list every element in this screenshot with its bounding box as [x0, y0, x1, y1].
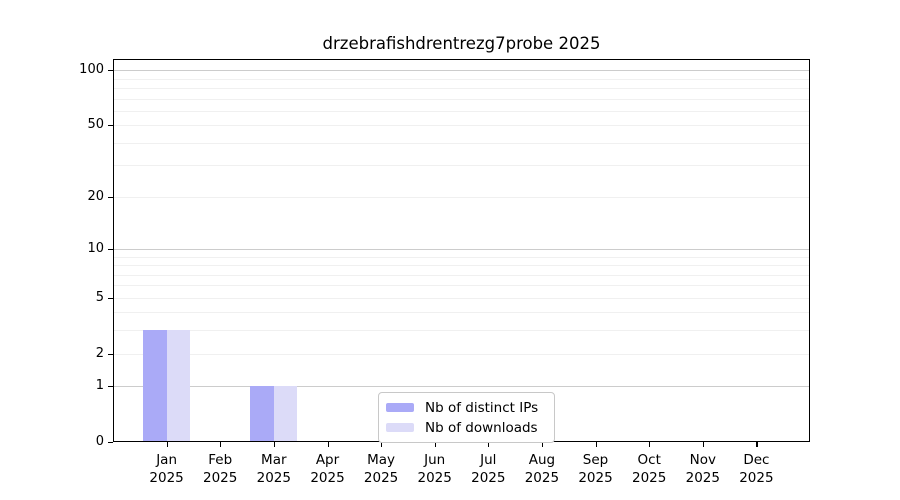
legend-entry-nb-of-downloads: Nb of downloads [386, 419, 546, 436]
gridline-minor [114, 78, 809, 80]
x-tick-label-jun: Jun 2025 [417, 452, 452, 486]
x-tick-mark [541, 442, 544, 447]
y-tick-label: 100 [79, 62, 104, 78]
gridline-major [114, 386, 809, 388]
x-tick-mark [434, 442, 436, 447]
legend-swatch-icon [386, 403, 414, 412]
y-tick-label: 5 [95, 289, 104, 305]
x-tick-mark [381, 442, 383, 447]
gridline-minor [114, 353, 809, 355]
gridline-minor [114, 297, 809, 299]
y-tick-label: 50 [87, 117, 104, 133]
x-tick-mark [273, 442, 275, 447]
x-tick-mark [702, 442, 704, 447]
legend: Nb of distinct IPs Nb of downloads [378, 392, 555, 443]
y-tick-mark [108, 248, 113, 250]
x-tick-mark [220, 442, 222, 447]
plot-area-border [113, 59, 810, 442]
x-tick-mark [756, 442, 758, 447]
y-tick-label: 0 [95, 434, 104, 449]
x-tick-label-jul: Jul 2025 [471, 452, 506, 486]
x-tick-mark [166, 442, 168, 447]
gridline-minor [114, 285, 809, 287]
bar-nb-of-distinct-ips-mar [250, 386, 274, 442]
y-tick-mark [108, 297, 113, 299]
gridline-major [114, 70, 809, 72]
y-tick-mark [108, 196, 113, 198]
gridline-minor [114, 196, 809, 198]
x-tick-mark [327, 442, 329, 447]
x-tick-label-dec: Dec 2025 [739, 452, 774, 486]
gridline-minor [114, 256, 809, 258]
gridline-major [114, 248, 809, 250]
gridline-minor [114, 274, 809, 276]
y-tick-label: 1 [95, 378, 104, 394]
gridline-minor [114, 98, 809, 100]
x-tick-label-apr: Apr 2025 [310, 452, 345, 486]
y-tick-mark [108, 386, 113, 388]
y-tick-label: 10 [87, 240, 104, 256]
gridline-minor [114, 265, 809, 266]
x-tick-mark [488, 442, 490, 447]
x-tick-mark [649, 442, 651, 447]
x-tick-label-may: May 2025 [363, 452, 399, 486]
x-tick-label-feb: Feb 2025 [203, 452, 238, 486]
bar-nb-of-downloads-jan [166, 330, 191, 442]
chart-title: drzebrafishdrentrezg7probe 2025 [322, 34, 601, 53]
gridline-minor [114, 312, 809, 314]
x-tick-label-nov: Nov 2025 [685, 452, 720, 486]
x-tick-label-oct: Oct 2025 [632, 452, 667, 486]
gridline-minor [114, 125, 809, 127]
y-tick-mark [108, 442, 113, 444]
y-tick-mark [108, 353, 113, 355]
bar-nb-of-distinct-ips-jan [143, 330, 167, 442]
legend-label: Nb of distinct IPs [425, 399, 539, 416]
bar-nb-of-downloads-mar [273, 386, 298, 442]
gridline-minor [114, 330, 809, 332]
x-tick-mark [595, 442, 597, 447]
x-tick-label-mar: Mar 2025 [256, 452, 291, 486]
y-tick-label: 20 [87, 188, 104, 204]
gridline-minor [114, 142, 809, 144]
legend-entry-nb-of-distinct-ips: Nb of distinct IPs [386, 399, 546, 416]
y-tick-label: 2 [95, 345, 104, 361]
legend-swatch-icon [386, 423, 414, 432]
gridline-minor [114, 165, 809, 167]
y-tick-mark [108, 125, 113, 127]
gridline-minor [114, 87, 809, 89]
y-tick-mark [108, 70, 113, 72]
x-tick-label-jan: Jan 2025 [149, 452, 184, 486]
x-tick-label-aug: Aug 2025 [524, 452, 560, 486]
legend-label: Nb of downloads [425, 419, 538, 436]
x-tick-label-sep: Sep 2025 [578, 452, 613, 486]
gridline-minor [114, 110, 809, 112]
